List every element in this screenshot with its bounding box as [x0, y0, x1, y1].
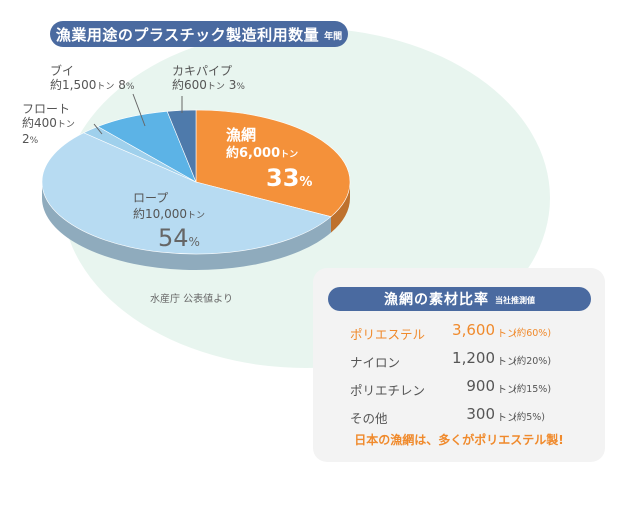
slice-label-buoy: ブイ 約1,500トン 8%: [50, 64, 134, 94]
slice-amount-net: 約6,000: [226, 146, 281, 161]
slice-label-float: フロート 約400トン 2%: [22, 102, 75, 148]
material-amount: 300: [466, 405, 495, 423]
slice-name-buoy: ブイ: [50, 64, 75, 78]
slice-name-float: フロート: [22, 102, 71, 116]
material-amount: 1,200: [452, 349, 495, 367]
slice-pct-sym-net: %: [299, 175, 313, 190]
slice-amount-pipe: 約600: [172, 78, 207, 92]
panel-title-sub: 当社推測値: [495, 296, 535, 305]
source-note: 水産庁 公表値より: [150, 294, 233, 305]
material-name: ポリエチレン: [350, 383, 426, 398]
slice-unit-pipe: トン: [206, 82, 225, 92]
slice-percent-net: 33: [266, 164, 300, 192]
material-share: (約20%): [513, 356, 552, 367]
material-name: その他: [350, 411, 388, 426]
material-row: ポリエステル 3,600 トン (約60%): [313, 321, 605, 342]
material-unit: トン: [497, 385, 517, 396]
slice-label-rope: ロープ 約10,000トン 54%: [133, 190, 205, 256]
slice-label-net: 漁網 約6,000トン 33%: [226, 126, 312, 197]
panel-title: 漁網の素材比率 当社推測値: [328, 287, 591, 311]
material-unit: トン: [497, 413, 517, 424]
slice-pct-sym-pipe: %: [236, 82, 245, 92]
material-row: ナイロン 1,200 トン (約20%): [313, 349, 605, 370]
slice-unit-buoy: トン: [96, 82, 115, 92]
material-name: ナイロン: [350, 355, 401, 370]
slice-name-net: 漁網: [226, 126, 257, 144]
chart-title-sub: 年間: [324, 32, 343, 42]
slice-label-pipe: カキパイプ 約600トン 3%: [172, 64, 245, 94]
slice-unit-rope: トン: [187, 211, 206, 221]
slice-unit-float: トン: [56, 120, 75, 130]
material-amount: 900: [466, 377, 495, 395]
slice-pct-sym-float: %: [29, 136, 39, 146]
pie-slice-0: [195, 109, 351, 218]
slice-name-pipe: カキパイプ: [172, 64, 233, 78]
chart-title-text: 漁業用途のプラスチック製造利用数量: [55, 25, 320, 44]
slice-percent-pipe: 3: [228, 78, 237, 92]
pie-slice-1: [41, 132, 332, 255]
slice-name-rope: ロープ: [133, 191, 169, 205]
slice-percent-buoy: 8: [118, 78, 126, 92]
panel-footnote: 日本の漁網は、多くがポリエステル製!: [354, 433, 564, 447]
slice-amount-buoy: 約1,500: [50, 78, 97, 92]
material-unit: トン: [497, 329, 517, 340]
material-row: ポリエチレン 900 トン (約15%): [313, 377, 605, 398]
material-name: ポリエステル: [350, 327, 426, 342]
material-share: (約60%): [513, 328, 552, 339]
slice-percent-rope: 54: [158, 224, 189, 252]
slice-pct-sym-rope: %: [188, 235, 200, 249]
slice-amount-float: 約400: [22, 116, 57, 130]
slice-unit-net: トン: [280, 150, 299, 160]
chart-title: 漁業用途のプラスチック製造利用数量 年間: [50, 21, 348, 47]
slice-percent-float: 2: [22, 132, 30, 146]
material-share: (約15%): [513, 384, 552, 395]
material-panel: 漁網の素材比率 当社推測値 ポリエステル 3,600 トン (約60%) ナイロ…: [313, 268, 605, 462]
slice-pct-sym-buoy: %: [125, 82, 135, 92]
material-amount: 3,600: [452, 321, 495, 339]
material-unit: トン: [497, 357, 517, 368]
material-row: その他 300 トン (約5%): [313, 405, 605, 426]
material-share: (約5%): [513, 412, 545, 423]
slice-amount-rope: 約10,000: [133, 207, 187, 221]
panel-title-text: 漁網の素材比率: [384, 292, 489, 308]
